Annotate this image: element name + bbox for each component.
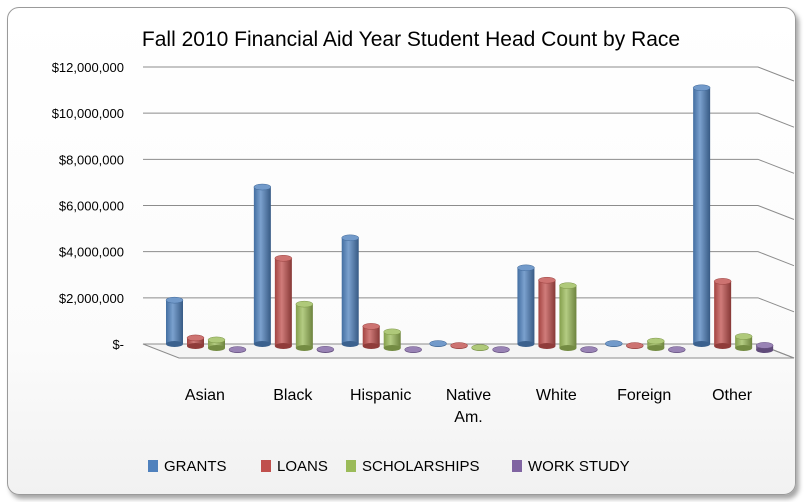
bar-loans bbox=[274, 258, 292, 346]
bar-cap bbox=[165, 296, 184, 304]
bar-base bbox=[166, 341, 183, 347]
bar-base bbox=[714, 343, 732, 349]
bar-cap bbox=[755, 342, 774, 349]
legend-label: GRANTS bbox=[164, 458, 227, 475]
bar-cap bbox=[580, 346, 598, 353]
bar-cap bbox=[274, 255, 293, 262]
bar-grants bbox=[166, 300, 183, 344]
bar-base bbox=[341, 341, 359, 347]
bar-cap bbox=[626, 342, 644, 349]
legend-swatch bbox=[261, 460, 271, 472]
bar-cap bbox=[692, 84, 711, 92]
bar-cap bbox=[404, 346, 422, 353]
bar-scholarships bbox=[647, 341, 665, 348]
bar-cap bbox=[647, 337, 665, 345]
x-tick-label: Asian bbox=[185, 387, 225, 404]
bar-cap bbox=[713, 278, 732, 285]
bar-scholarships bbox=[208, 339, 225, 348]
gridline bbox=[143, 112, 795, 128]
legend-label: LOANS bbox=[277, 458, 328, 475]
bars bbox=[165, 84, 774, 353]
bar-base bbox=[295, 345, 313, 351]
bar-cap bbox=[316, 346, 335, 353]
bar-scholarships bbox=[735, 336, 753, 348]
bar-cap bbox=[253, 183, 272, 191]
bar-base bbox=[647, 345, 665, 351]
x-tick-label: Hispanic bbox=[350, 387, 411, 404]
bar-grants bbox=[253, 187, 271, 344]
bar-cap bbox=[295, 300, 314, 308]
bar-cap bbox=[383, 328, 401, 336]
gridlines bbox=[143, 66, 795, 359]
legend-label: SCHOLARSHIPS bbox=[362, 458, 480, 475]
bar-cap bbox=[362, 323, 380, 330]
y-axis: $- $2,000,000 $4,000,000 $6,000,000 $8,000,0… bbox=[52, 60, 124, 352]
chart-title: Fall 2010 Financial Aid Year Student Hea… bbox=[142, 28, 680, 51]
bar-base bbox=[538, 343, 556, 349]
bar-loans bbox=[362, 326, 380, 346]
bar-base bbox=[253, 341, 271, 347]
bar-base bbox=[187, 343, 204, 349]
bar-cap bbox=[450, 342, 468, 349]
bar-grants bbox=[517, 267, 535, 344]
bar-cap bbox=[734, 333, 753, 340]
y-tick-label: $- bbox=[112, 337, 124, 352]
y-tick-label: $12,000,000 bbox=[52, 60, 124, 75]
bar-cap bbox=[559, 282, 577, 289]
bar-cap bbox=[471, 344, 489, 351]
legend-swatch bbox=[512, 460, 522, 472]
bar-scholarships bbox=[383, 331, 401, 348]
bar-cap bbox=[517, 264, 535, 272]
x-tick-label: Black bbox=[273, 387, 313, 404]
legend-swatch bbox=[148, 460, 158, 472]
bar-grants bbox=[341, 237, 359, 344]
bar-grants bbox=[693, 87, 711, 345]
bar-cap bbox=[228, 346, 247, 353]
legend: GRANTS LOANS SCHOLARSHIPS WORK STUDY bbox=[148, 458, 630, 475]
gridline bbox=[143, 205, 795, 220]
bar-scholarships bbox=[559, 285, 577, 348]
bar-base bbox=[693, 341, 711, 347]
bar-cap bbox=[186, 334, 205, 342]
gridline bbox=[143, 66, 795, 82]
legend-swatch bbox=[346, 460, 356, 472]
gridline bbox=[143, 158, 795, 174]
y-tick-label: $2,000,000 bbox=[59, 291, 124, 306]
bar-cap bbox=[429, 340, 447, 347]
bar-cap bbox=[341, 234, 359, 242]
bar-base bbox=[517, 341, 535, 347]
bar-loans bbox=[714, 281, 732, 346]
bar-loans bbox=[538, 280, 556, 346]
bar-cap bbox=[668, 346, 686, 353]
y-tick-label: $6,000,000 bbox=[59, 199, 124, 214]
bar-base bbox=[362, 343, 380, 349]
bar-base bbox=[735, 345, 753, 351]
bar-scholarships bbox=[295, 304, 313, 348]
bar-cap bbox=[538, 276, 556, 284]
x-tick-label: Other bbox=[712, 387, 753, 404]
bar-base bbox=[559, 345, 577, 351]
chart-frame bbox=[7, 7, 796, 495]
x-axis: Asian Black Hispanic Native Am. White Foreign O… bbox=[185, 387, 753, 426]
bar-cap bbox=[207, 336, 226, 344]
bar-base bbox=[208, 345, 225, 351]
bar-base bbox=[274, 343, 292, 349]
y-tick-label: $10,000,000 bbox=[52, 106, 124, 121]
x-tick-label: Foreign bbox=[617, 387, 671, 404]
bar-cap bbox=[492, 346, 510, 353]
legend-label: WORK STUDY bbox=[528, 458, 630, 475]
bar-loans bbox=[187, 337, 204, 346]
y-tick-label: $4,000,000 bbox=[59, 245, 124, 260]
bar-cap bbox=[605, 340, 623, 347]
bar-base bbox=[756, 347, 774, 353]
bar-base bbox=[383, 345, 401, 351]
x-tick-label: Native Am. bbox=[446, 387, 491, 426]
y-tick-label: $8,000,000 bbox=[59, 152, 124, 167]
x-tick-label: White bbox=[536, 387, 577, 404]
